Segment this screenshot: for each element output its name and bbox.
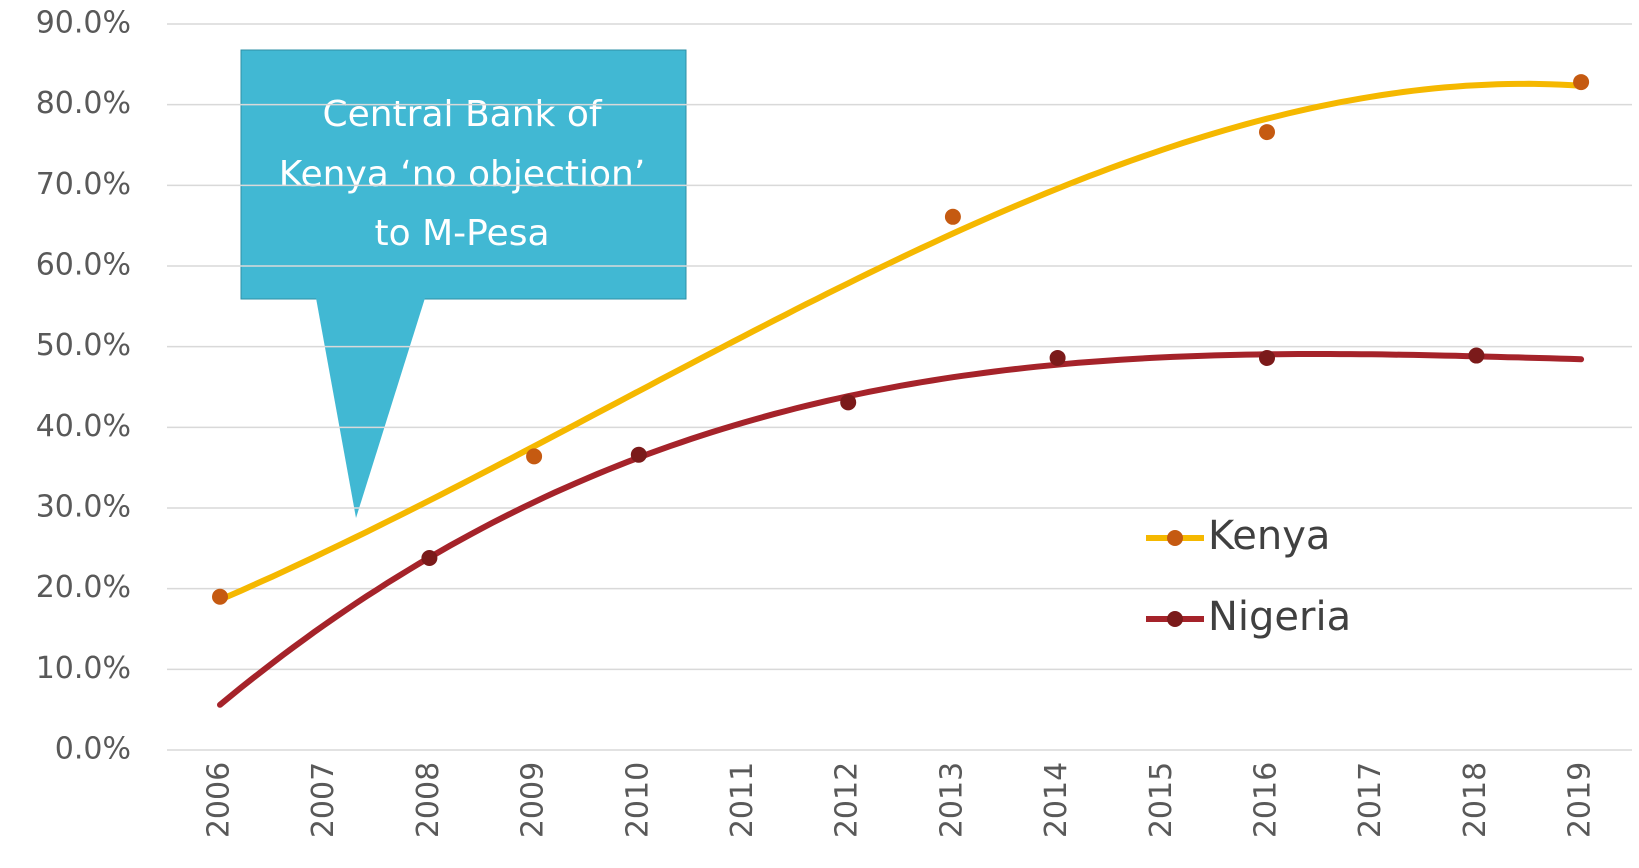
marker [1259,124,1275,141]
x-tick-label: 2007 [306,762,341,838]
y-tick-label: 60.0% [36,248,131,283]
y-tick-label: 20.0% [36,570,131,605]
marker [1573,74,1590,91]
x-tick-label: 2015 [1144,762,1179,838]
callout-pointer [316,298,425,518]
y-tick-label: 10.0% [36,651,131,686]
callout: Central Bank of Kenya ‘no objection’ to … [240,49,687,518]
x-tick-label: 2009 [516,762,551,838]
marker [944,208,961,225]
marker [840,394,857,411]
marker [1049,349,1066,366]
annotation-line: Kenya ‘no objection’ [279,154,646,195]
marker [421,550,438,567]
x-tick-label: 2012 [830,762,865,838]
callout-box [240,49,687,300]
marker [1259,349,1275,366]
x-tick-label: 2008 [411,762,446,838]
x-tick-label: 2014 [1039,762,1074,838]
marker [630,446,647,463]
legend-label: Nigeria [1208,594,1351,640]
y-tick-label: 40.0% [36,409,131,444]
y-tick-label: 70.0% [36,167,131,202]
annotation-line: Central Bank of [322,94,602,135]
y-tick-label: 30.0% [36,490,131,525]
x-tick-label: 2006 [202,762,237,838]
y-tick-label: 80.0% [36,86,131,121]
x-tick-label: 2011 [725,762,760,838]
marker [526,448,543,465]
marker [1468,347,1485,364]
plot: 0.0% 10.0% 20.0% 30.0% 40.0% 50.0% 60.0% 70.0% 8… [36,6,1632,838]
x-tick-label: 2019 [1563,762,1598,838]
legend-marker [1167,611,1183,627]
y-tick-label: 90.0% [36,6,131,41]
x-tick-label: 2010 [620,762,655,838]
x-tick-label: 2013 [934,762,969,838]
legend-marker [1167,530,1183,546]
trendline [217,351,1585,708]
x-tick-label: 2018 [1458,762,1493,838]
y-tick-label: 50.0% [36,328,131,363]
y-tick-label: 0.0% [55,732,131,767]
x-tick-label: 2017 [1353,762,1388,838]
legend-label: Kenya [1208,513,1330,559]
x-tick-label: 2016 [1249,762,1284,838]
trendline [217,80,1585,603]
annotation-line: to M-Pesa [374,213,549,254]
marker [212,588,228,605]
